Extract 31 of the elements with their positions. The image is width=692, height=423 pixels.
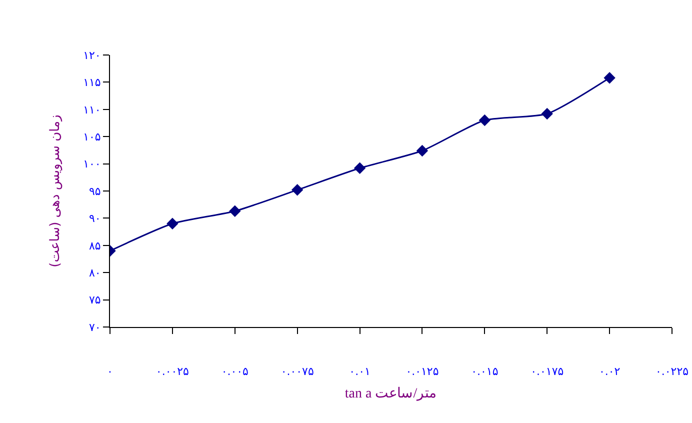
y-tick-label: ۱۱۵ [83, 76, 101, 90]
x-tick-label: ۰.۰۰۷۵ [280, 365, 314, 378]
point [416, 144, 428, 157]
y-axis-title: زمان سرویس دهی (ساعت) [48, 114, 64, 268]
y-tick-label: ۱۰۰ [83, 158, 101, 171]
x-tick-label: ۰ [107, 365, 113, 378]
point [291, 184, 304, 196]
x-tick-label: ۰.۰۱۵ [471, 365, 498, 378]
point [604, 72, 616, 84]
x-tick-label: ۰.۰۱ [349, 365, 370, 378]
point [354, 162, 366, 174]
point [541, 108, 553, 120]
y-tick-label: ۷۰ [88, 320, 101, 334]
point [229, 205, 241, 217]
x-tick-label: ۰.۰۲۲۵ [655, 365, 689, 378]
y-tick-label: ۹۰ [88, 212, 101, 226]
y-tick-label: ۹۵ [88, 184, 101, 198]
point [166, 218, 178, 230]
y-tick-label: ۱۲۰ [83, 48, 101, 62]
y-tick-label: ۱۱۰ [83, 103, 101, 116]
y-tick-label: ۱۰۵ [83, 130, 101, 144]
point [478, 114, 491, 126]
y-tick-label: ۷۵ [88, 294, 101, 307]
x-axis-title: tan a متر/ساعت [344, 386, 438, 402]
x-tick-label: ۰.۰۲ [598, 365, 620, 378]
x-tick-label: ۰.۰۰۲۵ [156, 365, 190, 378]
x-tick-label: ۰.۰۰۵ [221, 365, 249, 378]
x-tick-label: ۰.۰۱۲۵ [406, 365, 439, 378]
y-tick-label: ۸۰ [88, 266, 101, 280]
y-tick-label: ۸۵ [88, 239, 101, 252]
x-tick-label: ۰.۰۱۷۵ [530, 365, 564, 378]
